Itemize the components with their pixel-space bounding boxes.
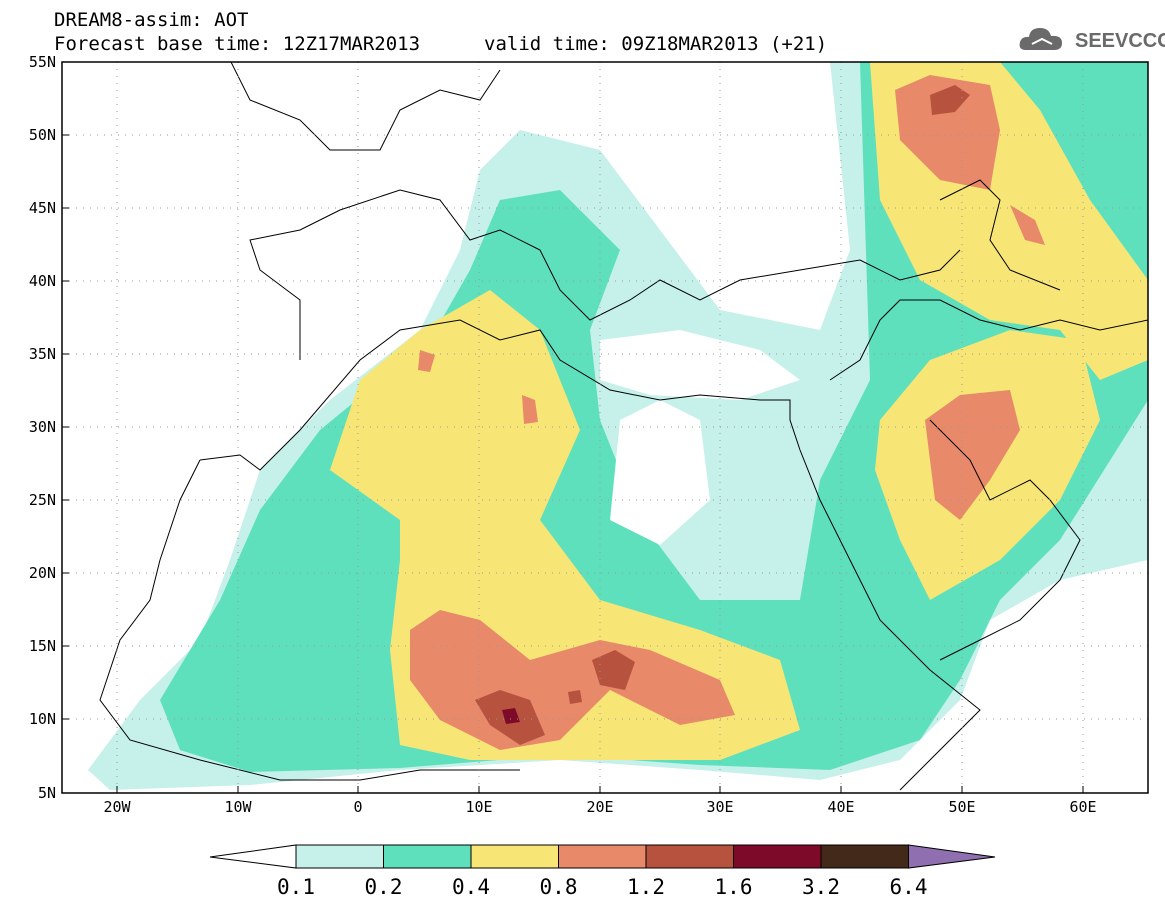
lon-labels: 20W 10W 0 10E 20E 30E 40E 50E 60E bbox=[103, 798, 1096, 816]
aot-clear-egypt bbox=[610, 400, 710, 545]
lon-tick-label: 50E bbox=[948, 798, 975, 816]
colorbar-label: 0.1 bbox=[277, 875, 315, 899]
valid-time: valid time: 09Z18MAR2013 (+21) bbox=[484, 33, 828, 55]
lat-tick-label: 20N bbox=[29, 564, 56, 582]
aot-field bbox=[88, 62, 1148, 790]
tick-marks bbox=[62, 134, 1084, 793]
lon-tick-label: 40E bbox=[827, 798, 854, 816]
colorbar-segment bbox=[383, 844, 472, 869]
aot-band-0.8-gulf bbox=[925, 390, 1020, 520]
aot-band-1.2-east bbox=[592, 650, 635, 690]
lat-tick-label: 15N bbox=[29, 637, 56, 655]
aot-spot bbox=[1010, 205, 1045, 245]
lat-labels: 55N 50N 45N 40N 35N 30N 25N 20N 15N 10N … bbox=[29, 53, 56, 802]
lat-tick-label: 30N bbox=[29, 418, 56, 436]
lat-tick-label: 55N bbox=[29, 53, 56, 71]
colorbar-label: 1.6 bbox=[715, 875, 753, 899]
colorbar bbox=[209, 844, 996, 869]
colorbar-label: 0.4 bbox=[452, 875, 490, 899]
colorbar-segment bbox=[645, 844, 734, 869]
colorbar-label: 6.4 bbox=[890, 875, 928, 899]
colorbar-segment bbox=[558, 844, 647, 869]
lon-tick-label: 20W bbox=[103, 798, 131, 816]
chart-title: DREAM8-assim: AOT bbox=[54, 9, 249, 31]
aot-spot bbox=[568, 690, 582, 704]
colorbar-labels: 0.1 0.2 0.4 0.8 1.2 1.6 3.2 6.4 bbox=[277, 875, 927, 899]
aot-band-0.8-north bbox=[895, 75, 1000, 190]
lon-tick-label: 30E bbox=[706, 798, 733, 816]
colorbar-label: 0.2 bbox=[365, 875, 403, 899]
seevccc-logo: SEEVCCC bbox=[1075, 30, 1165, 52]
lon-tick-label: 10W bbox=[224, 798, 252, 816]
forecast-base-time: Forecast base time: 12Z17MAR2013 bbox=[54, 33, 421, 55]
lon-tick-label: 60E bbox=[1069, 798, 1096, 816]
colorbar-segment bbox=[470, 844, 559, 869]
lat-tick-label: 25N bbox=[29, 491, 56, 509]
colorbar-segment bbox=[295, 844, 384, 869]
aot-spot bbox=[418, 350, 435, 372]
lat-tick-label: 45N bbox=[29, 199, 56, 217]
lat-tick-label: 50N bbox=[29, 126, 56, 144]
map-grid bbox=[62, 62, 1148, 793]
lon-tick-label: 20E bbox=[586, 798, 613, 816]
lat-tick-label: 10N bbox=[29, 710, 56, 728]
colorbar-label: 1.2 bbox=[627, 875, 665, 899]
colorbar-segment bbox=[733, 844, 822, 869]
colorbar-label: 3.2 bbox=[802, 875, 840, 899]
aot-band-1.6 bbox=[502, 708, 520, 724]
colorbar-arrow-low bbox=[209, 844, 297, 869]
lat-tick-label: 5N bbox=[38, 784, 56, 802]
coastlines bbox=[99, 62, 1148, 791]
lon-tick-label: 0 bbox=[353, 798, 362, 816]
lon-tick-label: 10E bbox=[465, 798, 492, 816]
aot-spot bbox=[522, 395, 538, 424]
colorbar-label: 0.8 bbox=[540, 875, 578, 899]
lat-tick-label: 35N bbox=[29, 345, 56, 363]
lat-tick-label: 40N bbox=[29, 272, 56, 290]
cloud-icon bbox=[1019, 28, 1062, 50]
aot-band-1.2-north bbox=[930, 85, 970, 115]
colorbar-arrow-high bbox=[908, 844, 996, 869]
colorbar-segment bbox=[820, 844, 909, 869]
aot-clear-med bbox=[600, 330, 800, 400]
